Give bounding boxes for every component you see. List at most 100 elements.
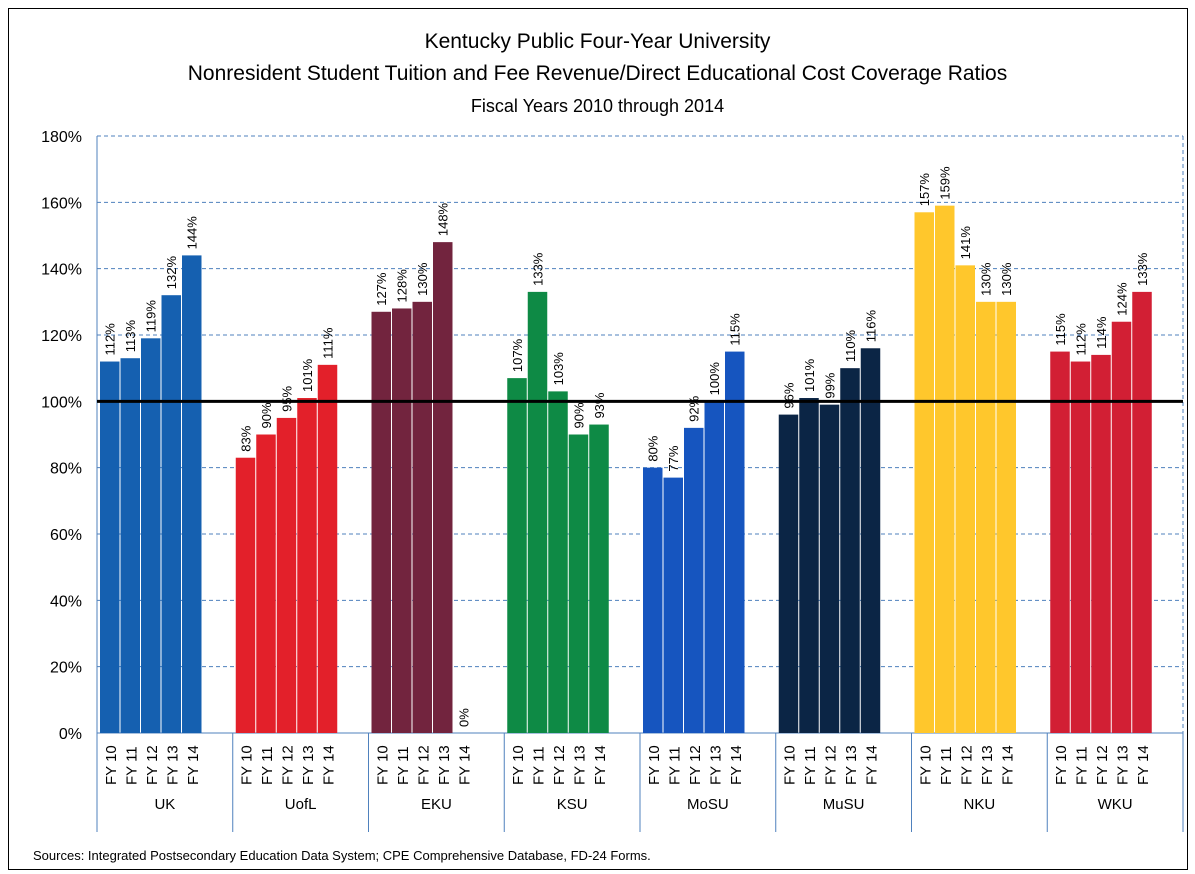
bar-value-label: 141%	[958, 226, 973, 260]
y-tick-label: 0%	[59, 726, 82, 743]
bar	[317, 364, 338, 733]
y-tick-label: 40%	[50, 593, 82, 610]
y-tick-label: 100%	[41, 394, 82, 411]
bar-value-label: 130%	[979, 262, 994, 296]
chart-subtitle-years: Fiscal Years 2010 through 2014	[470, 96, 725, 116]
bar-value-label: 110%	[843, 329, 858, 362]
y-tick-label: 80%	[50, 461, 82, 478]
bar	[684, 427, 704, 733]
x-tick-label: FY 13	[979, 745, 996, 785]
bar	[819, 404, 840, 733]
bar-value-label: 112%	[103, 323, 118, 356]
x-tick-label: FY 11	[666, 746, 683, 785]
y-tick-label: 140%	[41, 262, 82, 279]
bar	[527, 291, 548, 733]
bar-value-label: 101%	[802, 358, 817, 392]
bar-value-label: 159%	[938, 166, 953, 200]
bar	[955, 265, 975, 733]
bar	[1070, 361, 1091, 733]
x-tick-label: FY 14	[999, 745, 1016, 785]
bar-value-label: 77%	[666, 445, 681, 471]
bar	[141, 338, 161, 733]
bar	[433, 242, 453, 733]
bar	[256, 434, 276, 733]
bar	[568, 434, 589, 733]
x-tick-label: FY 13	[707, 745, 724, 785]
bar	[840, 368, 860, 733]
category-label: WKU	[1098, 796, 1133, 813]
bar-value-label: 127%	[374, 272, 389, 306]
x-tick-label: FY 10	[510, 745, 527, 785]
bar	[297, 398, 317, 733]
y-tick-label: 20%	[50, 660, 82, 677]
x-tick-label: FY 10	[374, 745, 391, 785]
bar	[276, 417, 297, 733]
bar-value-label: 116%	[864, 310, 879, 343]
bar	[1111, 321, 1132, 733]
bar-value-label: 119%	[144, 300, 159, 333]
category-label: MoSU	[687, 796, 729, 813]
bar-value-label: 0%	[456, 708, 471, 727]
chart-title: Kentucky Public Four-Year University	[424, 30, 771, 53]
x-tick-label: FY 12	[551, 745, 568, 785]
x-tick-label: FY 10	[782, 745, 799, 785]
x-tick-label: FY 13	[572, 745, 589, 785]
bar	[1050, 351, 1070, 733]
x-tick-label: FY 13	[1115, 745, 1132, 785]
bar-value-label: 114%	[1094, 316, 1109, 349]
x-tick-label: FY 12	[823, 745, 840, 785]
x-tick-label: FY 13	[300, 745, 317, 785]
x-tick-label: FY 14	[321, 745, 338, 785]
x-tick-label: FY 11	[531, 746, 548, 785]
x-tick-label: FY 10	[646, 745, 663, 785]
bar	[799, 398, 819, 733]
category-label: UK	[154, 796, 175, 813]
chart-subtitle: Nonresident Student Tuition and Fee Reve…	[187, 62, 1008, 85]
x-tick-label: FY 14	[185, 745, 202, 785]
bar-value-label: 133%	[1135, 252, 1150, 286]
bar-value-label: 96%	[782, 382, 797, 408]
bar	[976, 301, 996, 733]
bar	[643, 467, 663, 733]
bar-value-label: 100%	[707, 362, 722, 396]
x-tick-label: FY 11	[123, 746, 140, 785]
bar-value-label: 90%	[259, 402, 274, 428]
bar-value-label: 112%	[1074, 323, 1089, 356]
bar-value-label: 124%	[1115, 282, 1130, 316]
bar	[392, 308, 412, 733]
y-tick-label: 180%	[41, 129, 82, 146]
bar-value-label: 133%	[531, 252, 546, 286]
category-label: KSU	[557, 796, 588, 813]
bar-value-label: 144%	[185, 216, 200, 250]
bar-value-label: 83%	[239, 425, 254, 451]
bar	[914, 212, 934, 734]
x-tick-label: FY 14	[728, 745, 745, 785]
source-note: Sources: Integrated Postsecondary Educat…	[33, 848, 651, 863]
category-label: UofL	[285, 796, 317, 813]
bar-value-label: 101%	[300, 358, 315, 392]
x-tick-label: FY 14	[592, 745, 609, 785]
bar-value-label: 111%	[321, 327, 336, 359]
x-tick-label: FY 12	[958, 745, 975, 785]
x-tick-label: FY 13	[164, 745, 181, 785]
x-tick-label: FY 12	[1094, 745, 1111, 785]
x-tick-label: FY 13	[436, 745, 453, 785]
bar-value-label: 107%	[510, 338, 525, 372]
x-tick-label: FY 10	[239, 745, 256, 785]
bar	[996, 301, 1016, 733]
bar-value-label: 113%	[123, 319, 138, 352]
bar	[235, 457, 256, 733]
bar-value-label: 132%	[164, 256, 179, 290]
x-tick-label: FY 13	[843, 745, 860, 785]
category-label: EKU	[421, 796, 452, 813]
bar	[507, 378, 527, 733]
bar	[725, 351, 745, 733]
bar	[778, 414, 799, 733]
bar	[860, 348, 881, 733]
x-tick-label: FY 14	[864, 745, 881, 785]
x-tick-label: FY 11	[1074, 746, 1091, 785]
bar	[1091, 354, 1111, 733]
category-label: NKU	[964, 796, 996, 813]
bar-value-label: 115%	[1053, 313, 1068, 346]
